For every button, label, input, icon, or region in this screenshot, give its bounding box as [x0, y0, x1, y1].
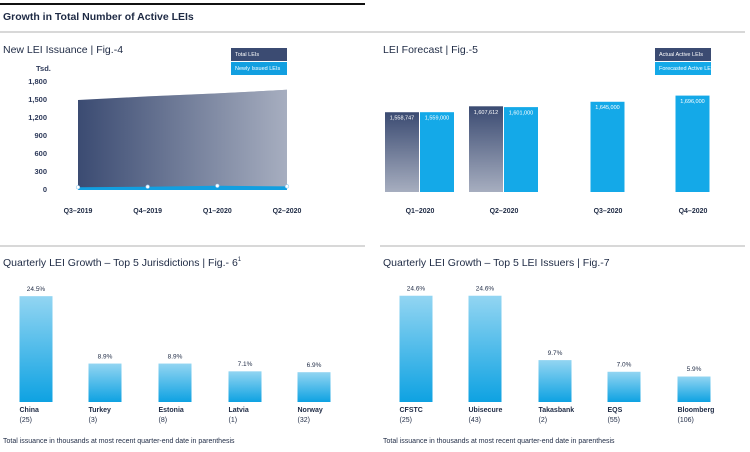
chart-title-sup: 1	[238, 257, 242, 263]
x-tick-label: Q2–2020	[490, 208, 519, 215]
x-tick-label: Ubisecure	[469, 407, 503, 414]
value-label: 24.6%	[476, 285, 495, 292]
legend-swatch	[231, 62, 287, 75]
bar	[677, 376, 711, 402]
x-sublabel: (43)	[469, 417, 481, 424]
value-label: 8.9%	[168, 353, 183, 360]
x-sublabel: (2)	[539, 417, 548, 424]
legend-label: Newly Issued LEIs	[235, 66, 280, 72]
y-axis-label: Tsd.	[36, 64, 51, 73]
bar	[385, 112, 419, 192]
x-sublabel: (106)	[678, 417, 694, 424]
chart-title: Quarterly LEI Growth – Top 5 Jurisdictio…	[3, 257, 242, 269]
x-tick-label: Q4–2019	[133, 208, 162, 215]
value-label: 8.9%	[98, 353, 113, 360]
value-label: 5.9%	[687, 366, 702, 373]
legend-swatch	[655, 48, 711, 61]
bar	[675, 95, 710, 192]
x-tick-label: China	[20, 407, 40, 414]
bar	[538, 360, 572, 402]
x-sublabel: (1)	[229, 417, 238, 424]
value-label: 1,601,000	[509, 111, 533, 117]
x-tick-label: Q1–2020	[406, 208, 435, 215]
bar	[297, 372, 331, 402]
x-tick-label: CFSTC	[400, 407, 423, 414]
x-tick-label: Bloomberg	[678, 407, 715, 414]
chart-title: New LEI Issuance | Fig.-4	[3, 44, 123, 56]
y-tick-label: 1,500	[28, 95, 47, 104]
bar	[158, 363, 192, 402]
legend-swatch	[231, 48, 287, 61]
bar	[607, 371, 641, 402]
chart-title-text: Quarterly LEI Growth – Top 5 Jurisdictio…	[3, 257, 238, 269]
y-tick-label: 300	[34, 167, 47, 176]
bar	[19, 296, 53, 402]
x-tick-label: Latvia	[229, 407, 249, 414]
legend-label: Total LEIs	[235, 52, 259, 58]
chart-title: LEI Forecast | Fig.-5	[383, 44, 478, 56]
area	[78, 185, 287, 190]
point	[284, 184, 290, 189]
value-label: 24.5%	[27, 286, 46, 293]
x-tick-label: EQS	[608, 407, 623, 414]
area-shade	[78, 89, 287, 190]
x-tick-label: Norway	[298, 407, 323, 414]
value-label: 6.9%	[307, 362, 322, 369]
value-label: 7.1%	[238, 361, 253, 368]
y-tick-label: 1,200	[28, 113, 47, 122]
chart-title-text: New LEI Issuance | Fig.-4	[3, 44, 123, 56]
x-tick-label: Estonia	[159, 407, 184, 414]
bar	[469, 106, 503, 192]
value-label: 1,696,000	[680, 99, 704, 105]
point	[145, 184, 150, 189]
chart-title-text: LEI Forecast | Fig.-5	[383, 44, 478, 56]
bar	[468, 295, 502, 402]
x-sublabel: (25)	[400, 417, 412, 424]
y-tick-label: 0	[43, 185, 47, 194]
y-tick-label: 900	[34, 131, 47, 140]
x-tick-label: Q3–2020	[594, 208, 623, 215]
x-sublabel: (8)	[159, 417, 168, 424]
x-sublabel: (25)	[20, 417, 32, 424]
value-label: 1,607,612	[474, 110, 498, 116]
x-sublabel: (3)	[89, 417, 98, 424]
value-label: 24.6%	[407, 285, 426, 292]
bar	[399, 295, 433, 402]
legend-label: Forecasted Active LEIs	[659, 66, 715, 72]
value-label: 1,645,000	[595, 105, 619, 111]
x-tick-label: Q4–2020	[679, 208, 708, 215]
x-tick-label: Q1–2020	[203, 208, 232, 215]
bar	[420, 112, 454, 192]
y-tick-label: 600	[34, 149, 47, 158]
page-title: Growth in Total Number of Active LEIs	[3, 11, 194, 23]
y-tick-label: 1,800	[28, 77, 47, 86]
chart-title-text: Quarterly LEI Growth – Top 5 LEI Issuers…	[383, 257, 610, 269]
footnote: Total issuance in thousands at most rece…	[3, 438, 235, 445]
value-label: 7.0%	[617, 361, 632, 368]
point	[215, 183, 220, 188]
value-label: 1,559,000	[425, 116, 449, 122]
top-rule	[0, 3, 365, 5]
x-tick-label: Turkey	[89, 407, 112, 414]
legend-swatch	[655, 62, 711, 75]
x-tick-label: Takasbank	[539, 407, 575, 414]
chart-title: Quarterly LEI Growth – Top 5 LEI Issuers…	[383, 257, 610, 269]
bar	[504, 107, 538, 192]
footnote: Total issuance in thousands at most rece…	[383, 438, 615, 445]
x-tick-label: Q2–2020	[273, 208, 302, 215]
bar	[228, 371, 262, 402]
x-tick-label: Q3–2019	[64, 208, 93, 215]
value-label: 1,558,747	[390, 116, 414, 122]
value-label: 9.7%	[548, 350, 563, 357]
bar	[88, 363, 122, 402]
point	[75, 185, 81, 190]
bar	[590, 101, 625, 192]
x-sublabel: (55)	[608, 417, 620, 424]
legend-label: Actual Active LEIs	[659, 52, 703, 58]
x-sublabel: (32)	[298, 417, 310, 424]
